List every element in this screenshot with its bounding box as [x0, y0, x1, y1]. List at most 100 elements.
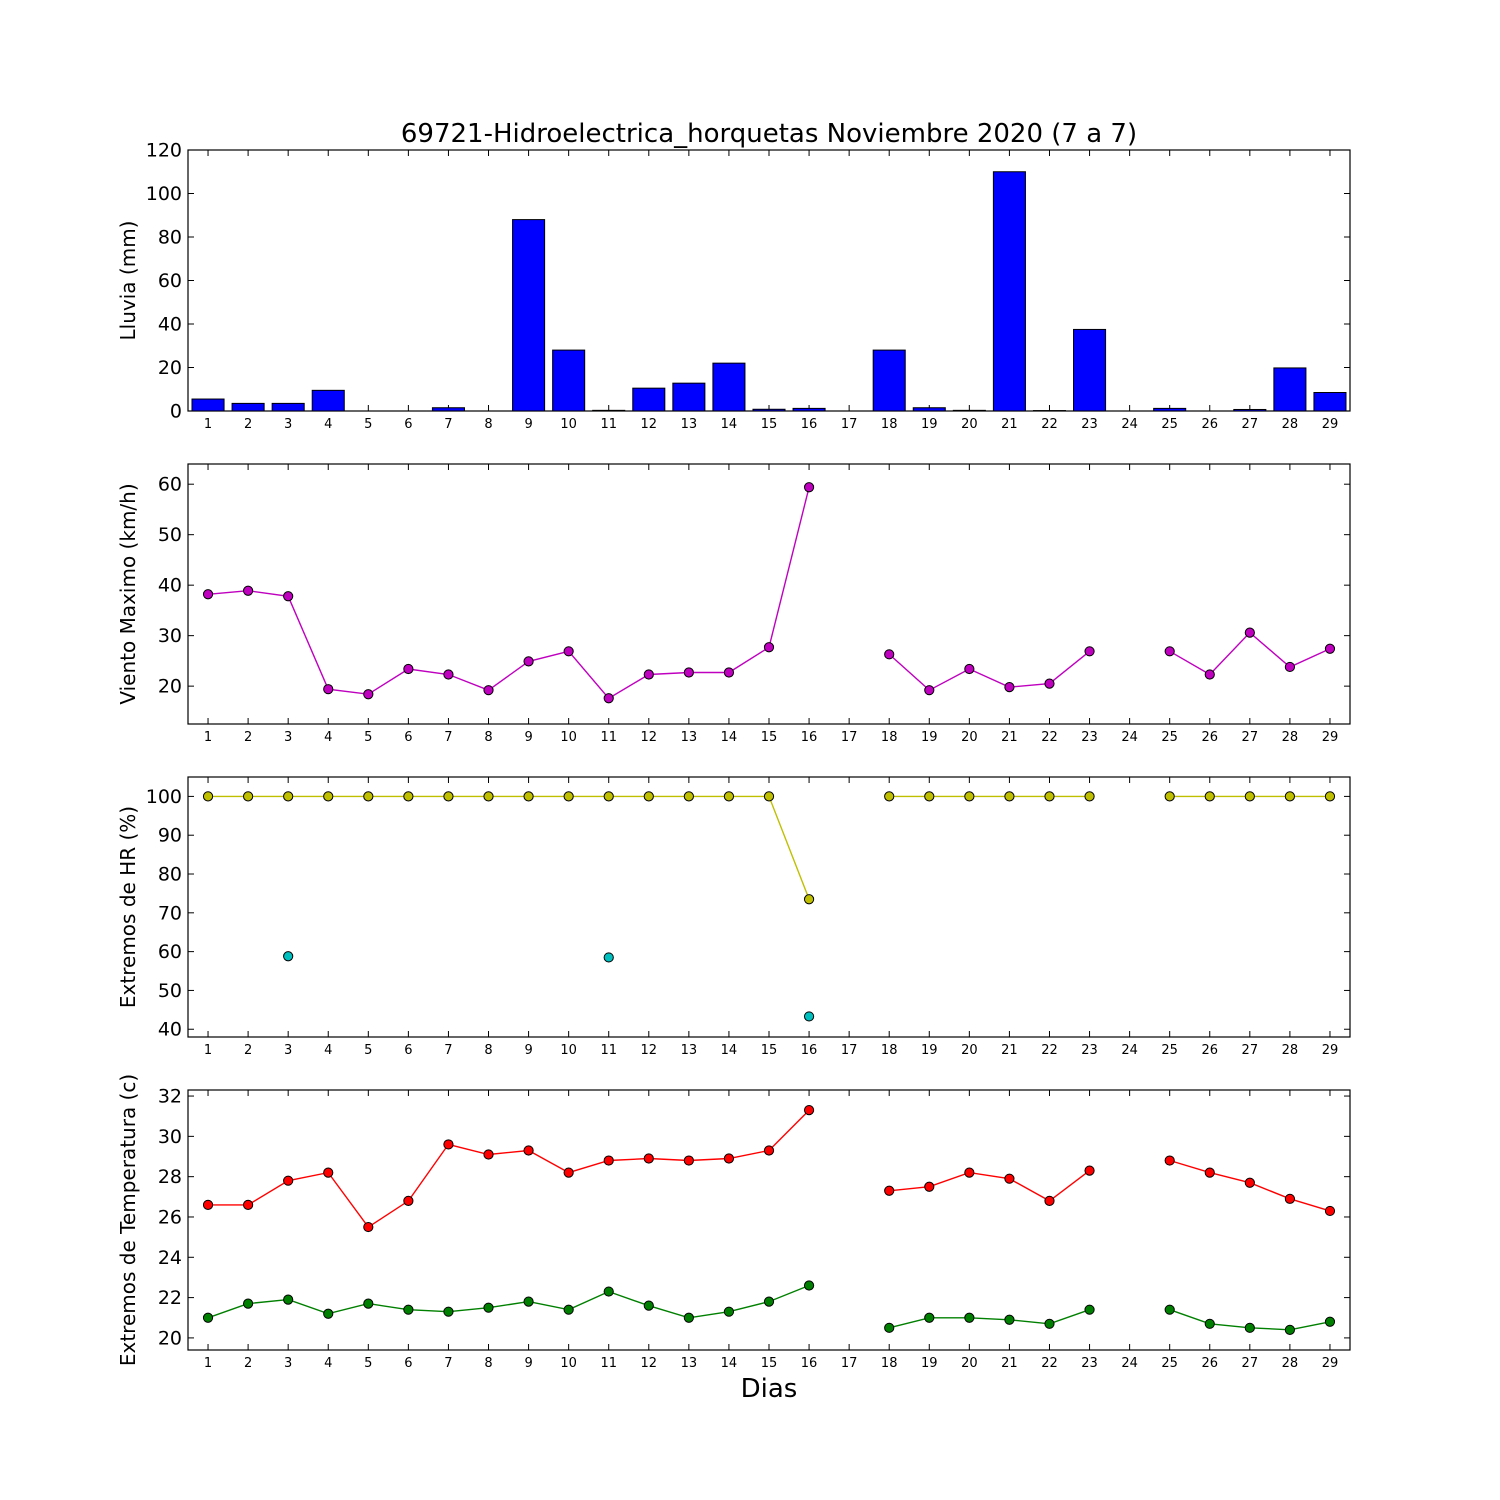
data-point: [723, 667, 735, 678]
rain-bar: [191, 398, 225, 412]
y-tick-label: 30: [158, 625, 182, 647]
data-point: [1164, 1155, 1175, 1166]
x-tick-label: 16: [801, 1043, 818, 1058]
data-point: [803, 1105, 815, 1116]
x-tick-label: 1: [204, 417, 212, 432]
data-point: [803, 1011, 815, 1022]
x-tick-label: 23: [1081, 730, 1098, 745]
data-point: [763, 642, 775, 653]
x-tick-label: 23: [1081, 417, 1098, 432]
rain-bar: [552, 349, 586, 412]
x-tick-label: 18: [881, 1356, 898, 1371]
x-tick-label: 25: [1161, 730, 1178, 745]
x-tick-label: 26: [1201, 417, 1218, 432]
y-tick-label: 80: [158, 864, 182, 886]
x-tick-label: 8: [484, 1356, 492, 1371]
y-tick-label: 28: [158, 1166, 182, 1188]
data-point: [1284, 1324, 1295, 1335]
x-tick-label: 29: [1322, 730, 1339, 745]
data-point: [643, 1300, 654, 1311]
x-tick-label: 7: [444, 417, 452, 432]
y-tick-label: 0: [170, 401, 182, 423]
data-point: [643, 1153, 654, 1164]
data-point: [683, 1312, 694, 1323]
x-tick-label: 2: [244, 730, 252, 745]
y-axis-label: Viento Maximo (km/h): [116, 483, 140, 704]
data-point: [803, 894, 815, 905]
x-tick-label: 14: [721, 1356, 738, 1371]
x-tick-label: 6: [404, 1356, 412, 1371]
data-point: [563, 791, 574, 802]
data-point: [603, 693, 614, 704]
x-tick-label: 28: [1282, 417, 1299, 432]
x-tick-label: 19: [921, 1356, 938, 1371]
x-tick-label: 9: [524, 730, 532, 745]
x-tick-label: 28: [1282, 1356, 1299, 1371]
rain-bar: [752, 408, 786, 412]
x-tick-label: 10: [560, 1043, 577, 1058]
data-point: [1004, 1173, 1015, 1184]
data-point: [523, 1296, 534, 1307]
x-tick-label: 1: [204, 730, 212, 745]
x-tick-label: 18: [881, 1043, 898, 1058]
x-tick-label: 20: [961, 417, 978, 432]
rain-bar: [231, 402, 265, 412]
data-point: [1324, 643, 1336, 654]
x-tick-label: 9: [524, 1043, 532, 1058]
x-tick-label: 3: [284, 1043, 292, 1058]
data-point: [1004, 682, 1015, 693]
data-point: [924, 1312, 935, 1323]
data-point: [363, 1221, 374, 1233]
rain-bar: [592, 409, 626, 412]
data-point: [1044, 1195, 1055, 1206]
rain-bar: [792, 407, 826, 412]
x-tick-label: 10: [560, 417, 577, 432]
x-tick-label: 3: [284, 730, 292, 745]
x-tick-label: 17: [841, 417, 858, 432]
x-tick-label: 2: [244, 417, 252, 432]
data-point: [563, 1167, 574, 1178]
data-point: [243, 1298, 254, 1309]
data-point: [683, 667, 694, 678]
data-point: [964, 1167, 975, 1178]
y-tick-label: 20: [158, 1327, 182, 1349]
rain-bar: [431, 407, 465, 412]
rain-bar: [672, 382, 706, 412]
x-tick-label: 12: [641, 1356, 658, 1371]
rain-bar: [712, 362, 746, 412]
x-tick-label: 21: [1001, 1356, 1018, 1371]
data-point: [243, 585, 254, 596]
data-point: [1244, 1177, 1255, 1188]
x-tick-label: 8: [484, 417, 492, 432]
x-tick-label: 12: [641, 730, 658, 745]
y-tick-label: 80: [158, 227, 182, 249]
data-point: [403, 663, 414, 675]
x-tick-label: 12: [641, 417, 658, 432]
x-tick-label: 21: [1001, 1043, 1018, 1058]
x-tick-label: 11: [600, 730, 617, 745]
data-point: [1044, 1318, 1055, 1329]
y-tick-label: 70: [158, 902, 182, 924]
x-tick-label: 11: [600, 1043, 617, 1058]
x-tick-label: 23: [1081, 1356, 1098, 1371]
x-tick-label: 8: [484, 1043, 492, 1058]
y-tick-label: 100: [146, 183, 182, 205]
data-point: [924, 685, 935, 696]
data-point: [202, 589, 214, 600]
data-point: [483, 1149, 494, 1160]
x-tick-label: 20: [961, 1356, 978, 1371]
x-tick-label: 16: [801, 417, 818, 432]
x-tick-label: 15: [761, 1043, 778, 1058]
x-tick-label: 22: [1041, 1356, 1058, 1371]
data-point: [924, 791, 935, 802]
data-point: [1084, 791, 1095, 802]
x-tick-label: 5: [364, 417, 372, 432]
series-line: [208, 1109, 810, 1229]
x-tick-label: 26: [1201, 730, 1218, 745]
data-point: [283, 1294, 294, 1305]
data-point: [1044, 678, 1055, 689]
data-point: [723, 1153, 735, 1164]
data-point: [1324, 1205, 1336, 1217]
data-point: [723, 791, 735, 802]
x-tick-label: 27: [1242, 730, 1259, 745]
